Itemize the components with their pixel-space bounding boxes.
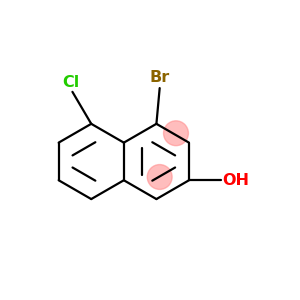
Circle shape xyxy=(164,121,188,146)
Circle shape xyxy=(147,165,172,189)
Text: Cl: Cl xyxy=(62,75,80,90)
Text: OH: OH xyxy=(223,173,250,188)
Text: Br: Br xyxy=(150,70,170,86)
